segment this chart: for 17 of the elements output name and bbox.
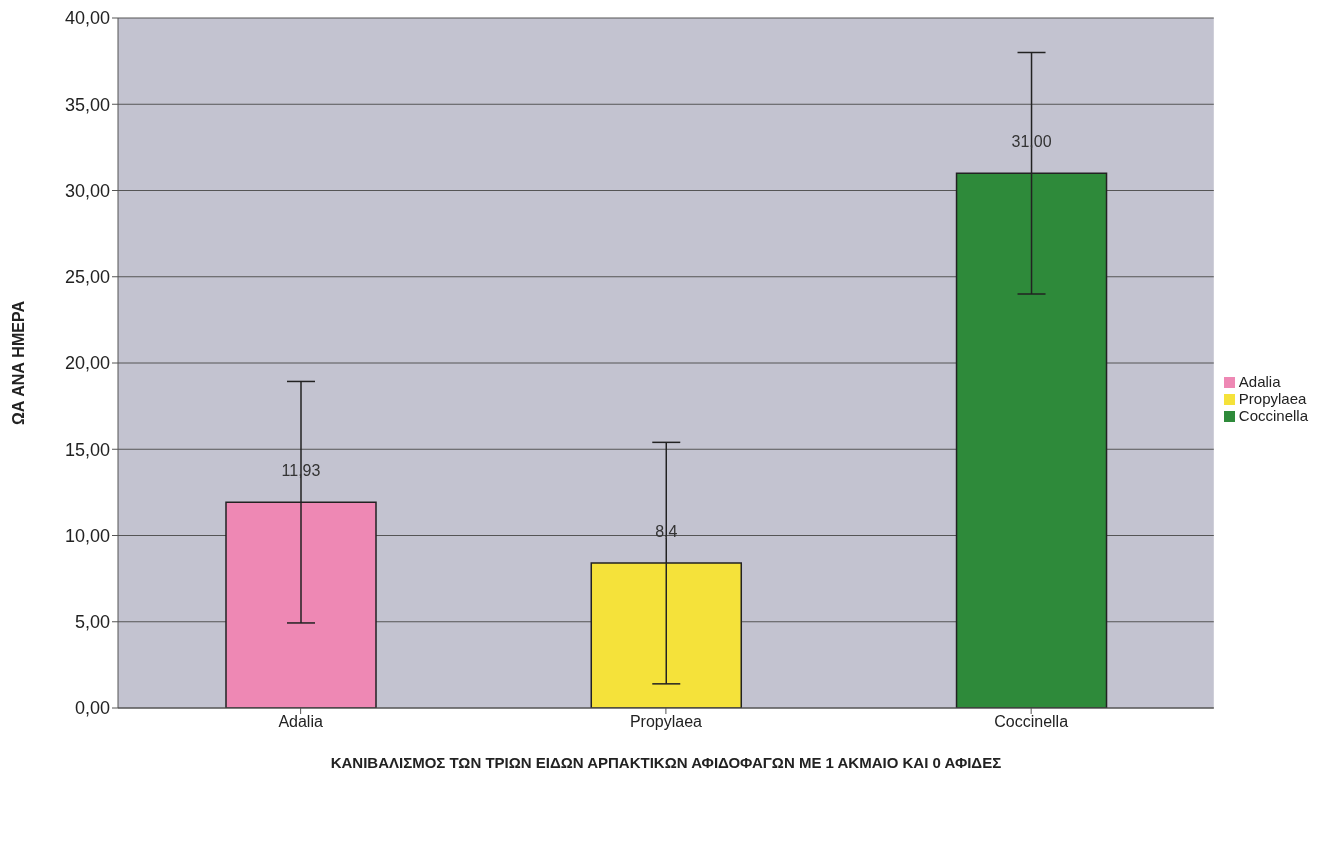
y-tick-label: 5,00 — [74, 612, 110, 633]
x-tick-label: Coccinella — [994, 713, 1069, 731]
y-tick-label: 20,00 — [64, 353, 110, 374]
y-tick-label: 35,00 — [64, 94, 110, 115]
y-tick-label: 30,00 — [64, 180, 110, 201]
legend-label: Propylaea — [1238, 389, 1307, 407]
legend-label: Coccinella — [1238, 406, 1308, 424]
y-tick-label: 15,00 — [64, 439, 110, 460]
y-tick-label: 10,00 — [64, 525, 110, 546]
x-axis-title: ΚΑΝΙΒΑΛΙΣΜΟΣ ΤΩΝ ΤΡΙΩΝ ΕΙΔΩΝ ΑΡΠΑΚΤΙΚΩΝ ΑΦΙΔΟΦΑΓΩΝ ΜΕ 1 ΑΚΜΑΙΟ ΚΑΙ 0 ΑΦΙΔΕΣ — [330, 754, 1002, 771]
y-tick-label: 25,00 — [64, 267, 110, 288]
x-tick-label: Adalia — [278, 713, 323, 731]
x-tick-label: Propylaea — [629, 713, 703, 731]
y-axis-title: ΩΑ ΑΝΑ ΗΜΕΡΑ — [9, 300, 27, 425]
y-tick-label: 40,00 — [64, 8, 110, 29]
y-tick-label: 0,00 — [74, 698, 110, 719]
legend-label: Adalia — [1238, 372, 1281, 390]
